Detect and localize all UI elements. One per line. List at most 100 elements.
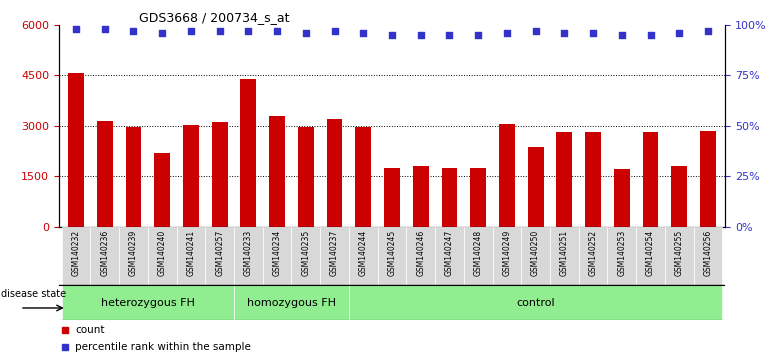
Point — [299, 30, 312, 36]
Point — [673, 30, 685, 36]
Bar — [183, 125, 199, 227]
Bar — [320, 227, 349, 285]
Text: GSM140257: GSM140257 — [215, 229, 224, 276]
Text: disease state: disease state — [1, 289, 66, 299]
Text: GSM140255: GSM140255 — [675, 229, 684, 276]
Bar — [384, 168, 400, 227]
Point — [501, 30, 514, 36]
Point — [586, 30, 599, 36]
Bar — [292, 227, 320, 285]
Point — [156, 30, 169, 36]
Bar — [68, 73, 84, 227]
Bar — [643, 132, 659, 227]
Bar — [241, 79, 256, 227]
Text: control: control — [517, 298, 555, 308]
Bar — [263, 227, 292, 285]
Text: percentile rank within the sample: percentile rank within the sample — [75, 342, 252, 352]
Bar — [154, 153, 170, 227]
Point — [472, 32, 485, 38]
Bar — [665, 227, 694, 285]
Text: GSM140249: GSM140249 — [503, 229, 511, 276]
Bar — [470, 168, 486, 227]
Bar — [608, 227, 636, 285]
Bar — [614, 170, 630, 227]
Text: GSM140254: GSM140254 — [646, 229, 655, 276]
Bar — [269, 115, 285, 227]
Bar — [579, 227, 608, 285]
Bar — [205, 227, 234, 285]
Point — [213, 28, 226, 34]
Point — [99, 26, 111, 32]
Text: GSM140244: GSM140244 — [359, 229, 368, 276]
Text: GSM140253: GSM140253 — [617, 229, 626, 276]
Point — [270, 28, 283, 34]
Point — [185, 28, 198, 34]
Bar — [435, 227, 464, 285]
Text: homozygous FH: homozygous FH — [247, 298, 336, 308]
Point — [242, 28, 255, 34]
Bar — [499, 124, 515, 227]
Bar — [298, 127, 314, 227]
Bar — [464, 227, 492, 285]
Bar — [234, 285, 349, 320]
Text: GSM140252: GSM140252 — [589, 229, 597, 276]
Point — [70, 26, 82, 32]
Text: GSM140236: GSM140236 — [100, 229, 109, 276]
Bar — [671, 166, 687, 227]
Text: GSM140248: GSM140248 — [474, 229, 483, 276]
Bar — [234, 227, 263, 285]
Text: GSM140250: GSM140250 — [531, 229, 540, 276]
Text: GSM140256: GSM140256 — [703, 229, 713, 276]
Bar — [550, 227, 579, 285]
Text: heterozygous FH: heterozygous FH — [101, 298, 194, 308]
Bar — [97, 121, 113, 227]
Point — [357, 30, 369, 36]
Text: GSM140241: GSM140241 — [187, 229, 195, 276]
Text: GSM140239: GSM140239 — [129, 229, 138, 276]
Bar — [521, 227, 550, 285]
Text: GSM140232: GSM140232 — [71, 229, 81, 276]
Point — [529, 28, 542, 34]
Bar — [492, 227, 521, 285]
Bar — [355, 127, 371, 227]
Bar — [413, 166, 429, 227]
Point — [558, 30, 571, 36]
Bar — [125, 127, 141, 227]
Point — [415, 32, 427, 38]
Bar — [694, 227, 722, 285]
Point — [127, 28, 140, 34]
Bar — [119, 227, 148, 285]
Text: count: count — [75, 325, 105, 336]
Text: GSM140234: GSM140234 — [273, 229, 281, 276]
Text: GSM140235: GSM140235 — [301, 229, 310, 276]
Bar — [212, 122, 227, 227]
Text: GSM140233: GSM140233 — [244, 229, 253, 276]
Bar — [528, 147, 543, 227]
Bar — [557, 132, 572, 227]
Text: GSM140240: GSM140240 — [158, 229, 167, 276]
Bar — [349, 227, 378, 285]
Point — [702, 28, 714, 34]
Bar — [62, 227, 90, 285]
Point — [328, 28, 341, 34]
Point — [443, 32, 456, 38]
Bar — [327, 119, 343, 227]
Bar — [378, 227, 406, 285]
Point — [615, 32, 628, 38]
Bar — [406, 227, 435, 285]
Text: GSM140237: GSM140237 — [330, 229, 339, 276]
Bar — [441, 168, 457, 227]
Point — [386, 32, 398, 38]
Text: GSM140251: GSM140251 — [560, 229, 569, 276]
Bar — [176, 227, 205, 285]
Text: GDS3668 / 200734_s_at: GDS3668 / 200734_s_at — [139, 11, 289, 24]
Point — [644, 32, 657, 38]
Bar — [148, 227, 176, 285]
Text: GSM140245: GSM140245 — [387, 229, 397, 276]
Bar — [700, 131, 716, 227]
Bar — [585, 132, 601, 227]
Bar — [349, 285, 722, 320]
Bar — [90, 227, 119, 285]
Bar — [636, 227, 665, 285]
Text: GSM140246: GSM140246 — [416, 229, 425, 276]
